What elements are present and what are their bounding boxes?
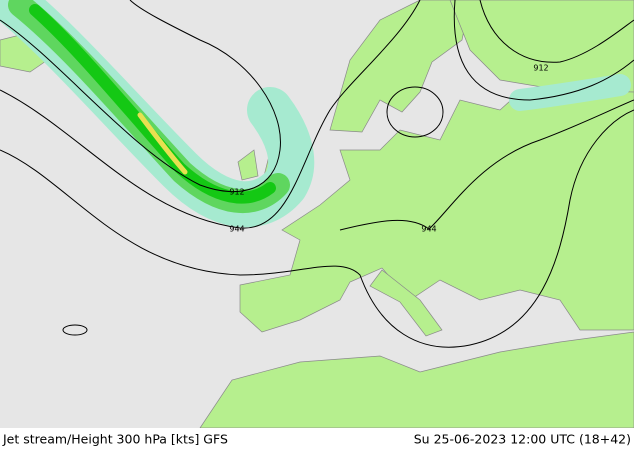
contours xyxy=(0,0,634,348)
contour-line xyxy=(386,86,444,138)
italy xyxy=(369,269,443,337)
contour-label: 912 xyxy=(229,188,244,197)
contour-label: 912 xyxy=(533,64,548,73)
africa xyxy=(199,331,634,429)
contour-label: 944 xyxy=(421,225,436,234)
contour-line xyxy=(0,0,281,193)
footer-bar xyxy=(0,428,634,450)
jet-band-east xyxy=(509,74,631,111)
scandinavia xyxy=(329,0,471,133)
footer-right: Su 25-06-2023 12:00 UTC (18+42) xyxy=(414,432,631,447)
jet-core xyxy=(137,112,188,175)
contour-label: 944 xyxy=(229,225,244,234)
contour-line xyxy=(339,99,634,231)
contour-line xyxy=(0,0,421,229)
contour-line xyxy=(453,0,634,101)
footer-left: Jet stream/Height 300 hPa [kts] GFS xyxy=(2,432,228,447)
europe xyxy=(239,79,634,333)
contour-line xyxy=(479,0,634,63)
contour-line xyxy=(62,324,88,336)
land xyxy=(0,0,634,429)
contour-line xyxy=(0,109,634,348)
jet-stream xyxy=(0,0,631,228)
ireland xyxy=(237,149,259,181)
